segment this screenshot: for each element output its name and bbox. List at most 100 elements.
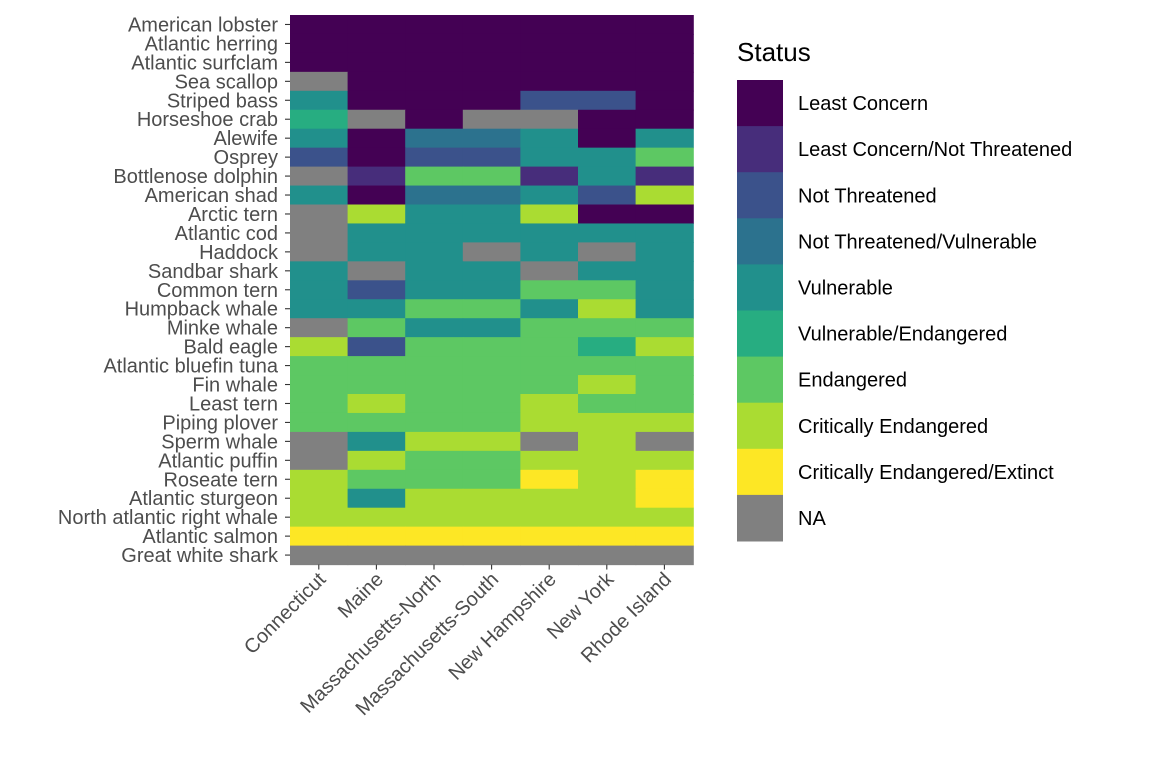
heatmap-cell <box>520 280 579 300</box>
y-tick-label: Atlantic herring <box>145 33 278 55</box>
heatmap-cell <box>290 356 349 376</box>
y-tick-label: Atlantic salmon <box>142 526 278 548</box>
heatmap-cell <box>405 166 464 187</box>
y-tick-label: Alewife <box>214 128 278 150</box>
legend-label: Endangered <box>798 370 907 392</box>
heatmap-cell <box>635 185 694 206</box>
y-tick-label: Great white shark <box>121 545 279 567</box>
heatmap-cell <box>290 90 349 111</box>
heatmap-cell <box>347 90 406 111</box>
heatmap-cell <box>290 71 349 92</box>
heatmap-cell <box>462 242 521 262</box>
heatmap-cell <box>635 545 694 566</box>
heatmap-cell <box>405 204 464 225</box>
heatmap-cell <box>405 431 464 452</box>
legend-label: NA <box>798 508 826 530</box>
heatmap-cell <box>520 488 579 509</box>
heatmap-cell <box>578 15 637 35</box>
y-tick-label: Roseate tern <box>163 469 278 491</box>
heatmap-cell <box>635 204 694 225</box>
heatmap-cell <box>462 356 521 376</box>
heatmap-cell <box>290 166 349 187</box>
heatmap-cell <box>635 488 694 509</box>
legend-title: Status <box>737 37 811 67</box>
heatmap-cell <box>405 147 464 168</box>
heatmap-cell <box>462 261 521 281</box>
heatmap-cell <box>347 545 406 566</box>
heatmap-cell <box>578 33 637 54</box>
legend-key <box>737 448 783 496</box>
heatmap-cell <box>578 109 637 130</box>
heatmap-cell <box>347 394 406 414</box>
legend-key <box>737 402 783 450</box>
heatmap-cell <box>635 375 694 395</box>
legend-key <box>737 126 783 173</box>
heatmap-cell <box>405 33 464 54</box>
heatmap-cell <box>578 242 637 262</box>
heatmap-cell <box>520 545 579 566</box>
heatmap-cell <box>520 128 579 149</box>
heatmap-cell <box>578 147 637 168</box>
heatmap-cell <box>290 394 349 414</box>
heatmap-cell <box>520 52 579 73</box>
heatmap-cell <box>635 261 694 281</box>
legend-key <box>737 310 783 358</box>
legend-key <box>737 264 783 311</box>
y-tick-label: Least tern <box>189 393 278 415</box>
legend-key <box>737 80 783 127</box>
heatmap-cell <box>347 71 406 92</box>
heatmap-cell <box>290 545 349 566</box>
heatmap-cell <box>290 185 349 206</box>
heatmap-cell <box>405 375 464 395</box>
heatmap-cell <box>635 280 694 300</box>
heatmap-cell <box>578 128 637 149</box>
heatmap-cell <box>347 318 406 338</box>
heatmap-cell <box>347 356 406 376</box>
heatmap-cell <box>462 223 521 243</box>
heatmap-cell <box>290 261 349 281</box>
heatmap-cell <box>635 299 694 319</box>
heatmap-cell <box>405 337 464 357</box>
y-tick-label: Atlantic surfclam <box>131 52 278 74</box>
legend-label: Critically Endangered <box>798 416 988 438</box>
heatmap-cell <box>405 71 464 92</box>
heatmap-cell <box>347 299 406 319</box>
heatmap-cell <box>290 223 349 243</box>
heatmap-cell <box>520 375 579 395</box>
heatmap-cell <box>290 147 349 168</box>
heatmap-cell <box>462 33 521 54</box>
heatmap-cell <box>290 412 349 433</box>
heatmap-cell <box>578 90 637 111</box>
heatmap-cell <box>520 337 579 357</box>
heatmap-cell <box>635 242 694 262</box>
heatmap-cell <box>347 204 406 225</box>
heatmap-cell <box>578 204 637 225</box>
heatmap-cell <box>405 109 464 130</box>
heatmap-cell <box>635 71 694 92</box>
heatmap-cell <box>635 166 694 187</box>
heatmap-cell <box>462 450 521 471</box>
heatmap-cell <box>347 280 406 300</box>
y-tick-label: Haddock <box>199 242 279 264</box>
y-tick-label: Minke whale <box>167 318 278 340</box>
heatmap-cell <box>578 356 637 376</box>
legend-label: Vulnerable <box>798 277 893 299</box>
heatmap-cell <box>462 469 521 490</box>
heatmap-cell <box>347 147 406 168</box>
heatmap-cell <box>462 412 521 433</box>
heatmap-cell <box>405 128 464 149</box>
heatmap-cell <box>520 185 579 206</box>
heatmap-cell <box>462 128 521 149</box>
heatmap-cell <box>578 450 637 471</box>
y-tick-label: Fin whale <box>192 375 278 397</box>
y-tick-label: Arctic tern <box>188 204 278 226</box>
legend-label: Least Concern <box>798 93 928 115</box>
heatmap-cell <box>462 166 521 187</box>
heatmap-cell <box>347 337 406 357</box>
y-tick-label: Striped bass <box>167 90 278 112</box>
heatmap-cell <box>405 185 464 206</box>
heatmap-cell <box>578 52 637 73</box>
heatmap-cell <box>405 450 464 471</box>
heatmap-cell <box>347 469 406 490</box>
